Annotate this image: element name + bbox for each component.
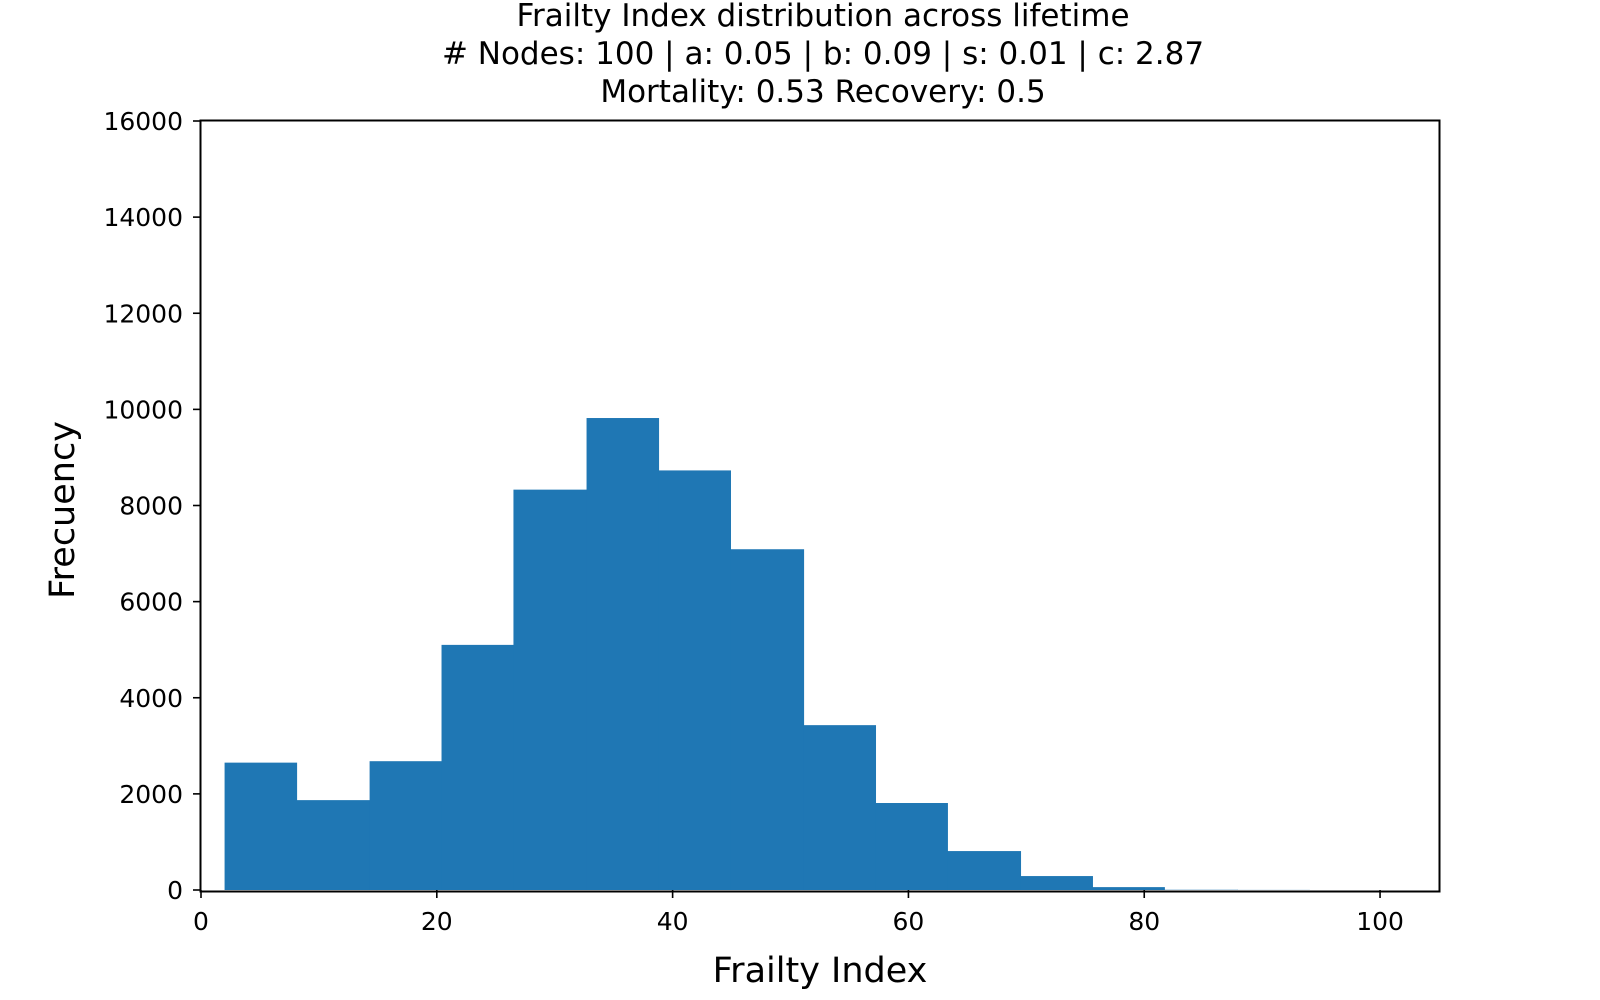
x-tick-label: 40 [657, 907, 689, 936]
x-axis-ticks: 0 20 40 60 80 100 [193, 890, 1404, 936]
chart-title: Frailty Index distribution across lifeti… [442, 0, 1204, 110]
x-axis-label: Frailty Index [713, 951, 928, 991]
y-tick-label: 16000 [103, 107, 183, 136]
histogram-bar-4 [441, 644, 515, 890]
y-axis-label: Frecuency [43, 421, 83, 599]
chart-title-line-1: Frailty Index distribution across lifeti… [516, 0, 1129, 34]
y-tick-label: 8000 [119, 492, 183, 521]
x-tick-label: 80 [1128, 907, 1160, 936]
y-tick-label: 12000 [103, 299, 183, 328]
histogram-bar-11 [947, 851, 1022, 890]
x-tick-label: 20 [421, 907, 453, 936]
histogram-bar-7 [658, 470, 731, 890]
histogram-bars [224, 418, 1310, 890]
histogram-bar-8 [730, 549, 805, 890]
y-tick-label: 14000 [103, 203, 183, 232]
x-tick-label: 60 [893, 907, 925, 936]
y-tick-label: 6000 [119, 588, 183, 617]
histogram-bar-10 [875, 803, 948, 890]
chart-title-line-2: # Nodes: 100 | a: 0.05 | b: 0.09 | s: 0.… [442, 36, 1204, 72]
histogram-bar-2 [296, 800, 371, 890]
x-tick-label: 0 [193, 907, 209, 936]
x-tick-label: 100 [1356, 907, 1404, 936]
y-axis-ticks: 0 2000 4000 6000 8000 10000 12000 14000 16000 [103, 107, 201, 905]
y-tick-label: 4000 [119, 684, 183, 713]
y-tick-label: 2000 [119, 780, 183, 809]
histogram-bar-12 [1020, 876, 1093, 890]
histogram-bar-1 [224, 762, 298, 890]
histogram-bar-9 [803, 725, 877, 890]
histogram-bar-5 [513, 489, 588, 890]
y-tick-label: 0 [167, 876, 183, 905]
histogram-bar-3 [369, 761, 443, 890]
chart-title-line-3: Mortality: 0.53 Recovery: 0.5 [600, 74, 1045, 110]
histogram-bar-13 [1092, 887, 1165, 890]
histogram-bar-6 [586, 418, 660, 890]
y-tick-label: 10000 [103, 395, 183, 424]
